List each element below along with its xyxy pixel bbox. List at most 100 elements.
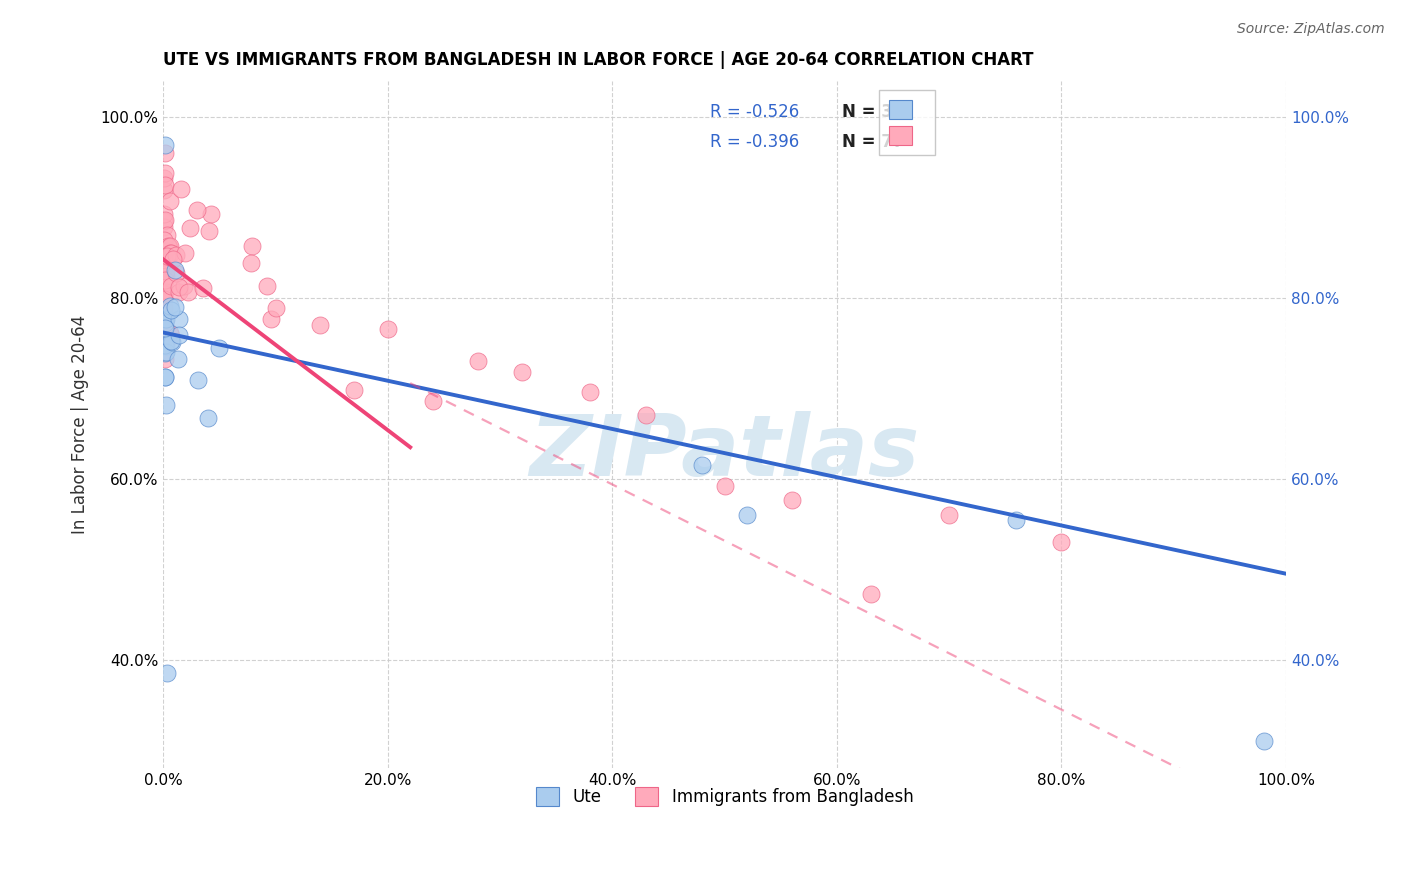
Point bbox=[152, 260, 174, 275]
Point bbox=[157, 239, 180, 253]
Point bbox=[165, 263, 187, 277]
Point bbox=[153, 300, 176, 314]
Point bbox=[155, 227, 177, 242]
Point bbox=[159, 334, 181, 348]
Point bbox=[859, 587, 882, 601]
Point bbox=[153, 145, 176, 160]
Point bbox=[153, 370, 176, 384]
Point bbox=[467, 354, 489, 368]
Point bbox=[155, 398, 177, 412]
Text: UTE VS IMMIGRANTS FROM BANGLADESH IN LABOR FORCE | AGE 20-64 CORRELATION CHART: UTE VS IMMIGRANTS FROM BANGLADESH IN LAB… bbox=[163, 51, 1033, 69]
Point bbox=[690, 458, 713, 473]
Point bbox=[165, 301, 187, 315]
Text: R = -0.526: R = -0.526 bbox=[710, 103, 799, 121]
Point bbox=[153, 207, 176, 221]
Point bbox=[186, 202, 208, 217]
Point bbox=[256, 278, 278, 293]
Point bbox=[153, 287, 176, 301]
Point bbox=[155, 166, 177, 180]
Point bbox=[155, 351, 177, 366]
Point bbox=[187, 373, 209, 387]
Point bbox=[153, 244, 176, 258]
Point bbox=[165, 266, 187, 280]
Point bbox=[170, 182, 193, 196]
Point bbox=[159, 279, 181, 293]
Point bbox=[155, 311, 177, 326]
Point bbox=[153, 293, 176, 307]
Point bbox=[177, 285, 200, 300]
Point bbox=[153, 170, 176, 185]
Point bbox=[155, 272, 177, 286]
Point bbox=[1050, 534, 1073, 549]
Point bbox=[377, 322, 399, 336]
Point bbox=[152, 250, 174, 264]
Point bbox=[343, 383, 366, 397]
Point bbox=[159, 246, 181, 260]
Text: R = -0.396: R = -0.396 bbox=[710, 133, 799, 151]
Point bbox=[260, 312, 283, 326]
Point bbox=[1253, 734, 1275, 748]
Point bbox=[153, 213, 176, 227]
Point bbox=[167, 351, 190, 366]
Point bbox=[780, 493, 803, 508]
Point bbox=[165, 248, 187, 262]
Point bbox=[155, 269, 177, 284]
Point bbox=[155, 321, 177, 335]
Point bbox=[152, 261, 174, 276]
Point bbox=[160, 302, 183, 317]
Point bbox=[634, 408, 657, 422]
Point bbox=[208, 341, 231, 355]
Point bbox=[155, 178, 177, 192]
Point bbox=[240, 239, 263, 253]
Point bbox=[309, 318, 332, 332]
Legend: Ute, Immigrants from Bangladesh: Ute, Immigrants from Bangladesh bbox=[527, 779, 921, 814]
Point bbox=[159, 299, 181, 313]
Point bbox=[153, 276, 176, 290]
Point bbox=[153, 346, 176, 360]
Point bbox=[155, 313, 177, 327]
Point bbox=[157, 240, 180, 254]
Text: N = 32: N = 32 bbox=[842, 103, 905, 121]
Point bbox=[197, 224, 219, 238]
Point bbox=[153, 316, 176, 330]
Point bbox=[160, 328, 183, 343]
Point bbox=[153, 332, 176, 346]
Point bbox=[938, 508, 960, 522]
Point bbox=[159, 326, 181, 341]
Point bbox=[153, 219, 176, 234]
Point bbox=[153, 183, 176, 197]
Point bbox=[155, 328, 177, 343]
Point bbox=[191, 281, 214, 295]
Point bbox=[153, 289, 176, 303]
Point bbox=[167, 279, 190, 293]
Point bbox=[153, 303, 176, 318]
Y-axis label: In Labor Force | Age 20-64: In Labor Force | Age 20-64 bbox=[72, 315, 89, 534]
Text: ZIPatlas: ZIPatlas bbox=[530, 410, 920, 493]
Point bbox=[239, 256, 262, 270]
Point bbox=[153, 213, 176, 227]
Point bbox=[735, 508, 758, 522]
Text: Source: ZipAtlas.com: Source: ZipAtlas.com bbox=[1237, 22, 1385, 37]
Point bbox=[160, 245, 183, 260]
Point bbox=[153, 233, 176, 247]
Point bbox=[579, 384, 602, 399]
Point bbox=[167, 312, 190, 326]
Point bbox=[422, 393, 444, 408]
Point bbox=[153, 370, 176, 384]
Point bbox=[167, 285, 190, 299]
Point bbox=[159, 194, 181, 208]
Point bbox=[713, 479, 735, 493]
Point bbox=[173, 279, 195, 293]
Point bbox=[174, 246, 197, 260]
Point bbox=[152, 275, 174, 289]
Point bbox=[179, 220, 201, 235]
Text: N = 77: N = 77 bbox=[842, 133, 905, 151]
Point bbox=[159, 239, 181, 253]
Point bbox=[153, 244, 176, 259]
Point bbox=[155, 339, 177, 353]
Point bbox=[264, 301, 287, 315]
Point bbox=[152, 285, 174, 299]
Point bbox=[155, 666, 177, 681]
Point bbox=[156, 249, 179, 263]
Point bbox=[200, 207, 222, 221]
